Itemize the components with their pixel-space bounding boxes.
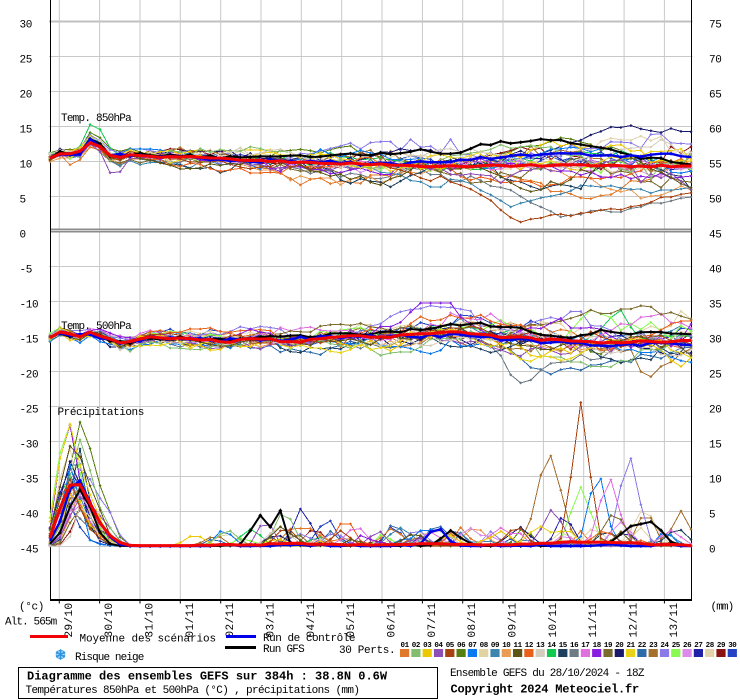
svg-text:30: 30 <box>728 642 737 650</box>
svg-text:15: 15 <box>709 439 722 451</box>
svg-text:-30: -30 <box>20 439 39 451</box>
svg-text:10: 10 <box>709 474 722 486</box>
svg-text:24: 24 <box>660 642 669 650</box>
svg-text:-20: -20 <box>20 369 39 381</box>
svg-text:0: 0 <box>709 544 715 556</box>
svg-text:5: 5 <box>709 509 715 521</box>
svg-text:-35: -35 <box>20 474 39 486</box>
svg-text:70: 70 <box>709 54 722 66</box>
svg-text:19: 19 <box>604 642 613 650</box>
svg-text:(°c): (°c) <box>19 602 44 614</box>
svg-text:12: 12 <box>525 642 534 650</box>
svg-text:-25: -25 <box>20 404 39 416</box>
svg-text:03/11: 03/11 <box>266 602 278 637</box>
svg-text:Risque neige: Risque neige <box>75 652 144 664</box>
svg-text:27: 27 <box>694 642 702 650</box>
svg-text:18: 18 <box>593 642 602 650</box>
svg-text:50: 50 <box>709 194 722 206</box>
svg-text:08/11: 08/11 <box>467 602 479 637</box>
svg-text:20: 20 <box>615 642 624 650</box>
svg-text:30/10: 30/10 <box>104 602 116 637</box>
svg-text:40: 40 <box>709 264 722 276</box>
svg-text:02/11: 02/11 <box>225 602 237 637</box>
svg-text:25: 25 <box>672 642 681 650</box>
svg-text:Diagramme des ensembles GEFS s: Diagramme des ensembles GEFS sur 384h : … <box>27 670 388 684</box>
svg-text:10/11: 10/11 <box>548 602 560 637</box>
svg-text:10: 10 <box>20 159 33 171</box>
svg-text:03: 03 <box>423 642 432 650</box>
svg-text:05/11: 05/11 <box>346 602 358 637</box>
svg-text:11/11: 11/11 <box>588 602 600 637</box>
svg-text:5: 5 <box>20 194 26 206</box>
svg-text:22: 22 <box>638 642 647 650</box>
svg-text:31/10: 31/10 <box>145 602 157 637</box>
svg-text:Moyenne des scénarios: Moyenne des scénarios <box>80 634 217 646</box>
svg-text:75: 75 <box>709 19 722 31</box>
svg-text:30: 30 <box>20 19 33 31</box>
svg-text:12/11: 12/11 <box>629 602 641 637</box>
svg-text:09/11: 09/11 <box>508 602 520 637</box>
svg-text:08: 08 <box>480 642 489 650</box>
svg-text:Ensemble GEFS du 28/10/2024 -: Ensemble GEFS du 28/10/2024 - 18Z <box>450 668 645 680</box>
svg-text:05: 05 <box>446 642 455 650</box>
svg-text:Alt. 565m: Alt. 565m <box>5 617 58 629</box>
svg-text:-15: -15 <box>20 334 39 346</box>
svg-text:55: 55 <box>709 159 722 171</box>
svg-text:11: 11 <box>513 642 522 650</box>
svg-text:Run de contrôle: Run de contrôle <box>263 633 355 645</box>
svg-text:Run GFS: Run GFS <box>263 644 305 656</box>
svg-text:16: 16 <box>570 642 579 650</box>
svg-text:25: 25 <box>20 54 33 66</box>
svg-text:Temp. 500hPa: Temp. 500hPa <box>61 321 132 333</box>
svg-text:25: 25 <box>709 369 722 381</box>
svg-text:15: 15 <box>20 124 33 136</box>
svg-text:45: 45 <box>709 229 722 241</box>
svg-text:20: 20 <box>20 89 33 101</box>
svg-text:04: 04 <box>434 642 443 650</box>
svg-text:Temp. 850hPa: Temp. 850hPa <box>61 113 132 125</box>
svg-text:Précipitations: Précipitations <box>58 407 144 419</box>
svg-text:30 Perts.: 30 Perts. <box>339 645 395 657</box>
svg-text:13/11: 13/11 <box>669 602 681 637</box>
svg-text:-40: -40 <box>20 509 39 521</box>
svg-text:02: 02 <box>412 642 421 650</box>
svg-text:09: 09 <box>491 642 500 650</box>
svg-text:01: 01 <box>400 642 409 650</box>
svg-text:Températures 850hPa et 500hPa: Températures 850hPa et 500hPa (°C) , pré… <box>26 685 360 697</box>
svg-text:-10: -10 <box>20 299 39 311</box>
svg-text:07: 07 <box>468 642 476 650</box>
svg-text:35: 35 <box>709 299 722 311</box>
svg-text:14: 14 <box>547 642 556 650</box>
svg-text:29/10: 29/10 <box>64 602 76 637</box>
svg-text:-45: -45 <box>20 544 39 556</box>
svg-text:65: 65 <box>709 89 722 101</box>
svg-text:29: 29 <box>717 642 726 650</box>
svg-text:(mm): (mm) <box>711 602 734 614</box>
svg-text:21: 21 <box>626 642 635 650</box>
svg-text:-5: -5 <box>20 264 33 276</box>
svg-text:20: 20 <box>709 404 722 416</box>
svg-text:06: 06 <box>457 642 466 650</box>
svg-text:07/11: 07/11 <box>427 602 439 637</box>
svg-text:30: 30 <box>709 334 722 346</box>
svg-text:Copyright 2024 Meteociel.fr: Copyright 2024 Meteociel.fr <box>451 683 640 697</box>
svg-text:01/11: 01/11 <box>185 602 197 637</box>
svg-text:26: 26 <box>683 642 692 650</box>
svg-text:15: 15 <box>559 642 568 650</box>
svg-text:04/11: 04/11 <box>306 602 318 637</box>
svg-text:60: 60 <box>709 124 722 136</box>
svg-text:13: 13 <box>536 642 545 650</box>
svg-text:17: 17 <box>581 642 589 650</box>
svg-text:28: 28 <box>706 642 715 650</box>
svg-text:06/11: 06/11 <box>387 602 399 637</box>
svg-text:0: 0 <box>20 229 26 241</box>
svg-text:23: 23 <box>649 642 658 650</box>
svg-text:10: 10 <box>502 642 511 650</box>
